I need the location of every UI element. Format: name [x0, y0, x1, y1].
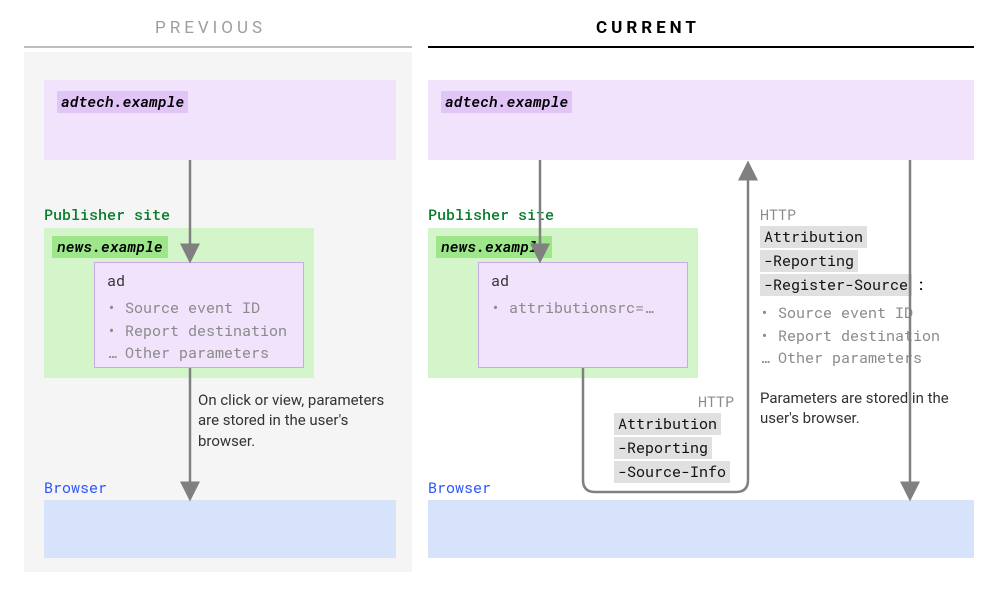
divider-current [428, 46, 974, 48]
header-chip: Attribution [614, 413, 721, 435]
ad-box-current: ad • attributionsrc=… [478, 262, 688, 368]
browser-label-previous: Browser [44, 478, 107, 498]
adtech-label-current: adtech.example [441, 91, 572, 113]
panel-title-previous: PREVIOUS [155, 18, 266, 38]
caption-previous: On click or view, parameters are stored … [198, 390, 388, 451]
browser-box-previous [44, 500, 396, 558]
caption-current: Parameters are stored in the user's brow… [760, 388, 970, 429]
diagram-canvas: PREVIOUS CURRENT adtech.example Publishe… [0, 0, 996, 592]
news-label-previous: news.example [52, 236, 168, 258]
ad-param-line: • attributionsrc=… [491, 297, 675, 320]
ad-param-line: • Source event ID [107, 297, 291, 320]
param-line: • Source event ID [760, 302, 940, 325]
publisher-label-current: Publisher site [428, 205, 554, 225]
divider-previous [24, 46, 412, 48]
ad-param-line: • Report destination [107, 320, 291, 343]
panel-title-current: CURRENT [596, 18, 700, 38]
ad-param-line: … Other parameters [107, 342, 291, 365]
ad-params-previous: • Source event ID • Report destination …… [107, 297, 291, 365]
header-chip: -Reporting [760, 250, 858, 272]
header-chip: -Register-Source [760, 274, 912, 296]
param-line: … Other parameters [760, 347, 940, 370]
header-chip: Attribution [760, 226, 867, 248]
header-chip: -Reporting [614, 437, 712, 459]
ad-params-current: • attributionsrc=… [491, 297, 675, 320]
ad-box-previous: ad • Source event ID • Report destinatio… [94, 262, 304, 368]
adtech-label-previous: adtech.example [57, 91, 188, 113]
browser-label-current: Browser [428, 478, 491, 498]
header-suffix: : [916, 275, 925, 295]
news-label-current: news.example [436, 236, 552, 258]
header-chip: -Source-Info [614, 461, 730, 483]
param-line: • Report destination [760, 325, 940, 348]
header-down-block: Attribution -Reporting -Register-Source … [760, 226, 940, 370]
ad-title-current: ad [491, 271, 675, 291]
publisher-label-previous: Publisher site [44, 205, 170, 225]
http-label-down: HTTP [760, 205, 796, 225]
adtech-box-previous: adtech.example [44, 80, 396, 160]
browser-box-current [428, 500, 974, 558]
adtech-box-current: adtech.example [428, 80, 974, 160]
ad-title-previous: ad [107, 271, 291, 291]
http-label-up: HTTP [698, 392, 734, 412]
header-up-block: Attribution -Reporting -Source-Info [614, 413, 730, 485]
